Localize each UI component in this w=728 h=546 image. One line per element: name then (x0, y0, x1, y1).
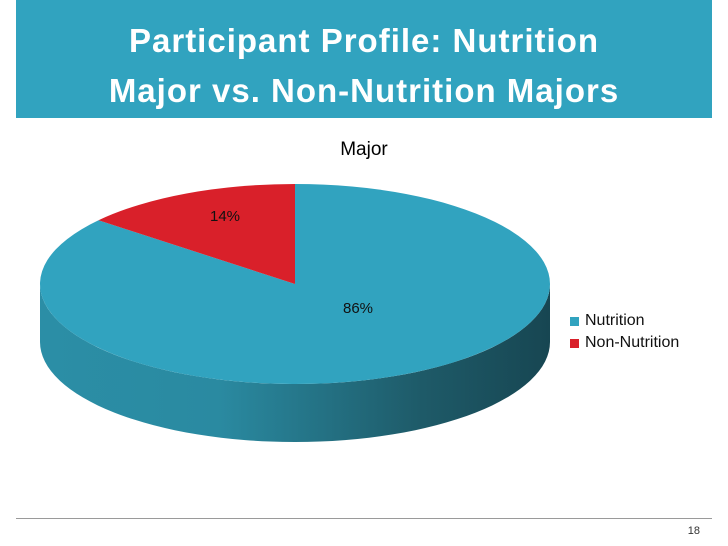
chart-legend: Nutrition Non-Nutrition (570, 310, 679, 354)
slide-title-line-2: Major vs. Non-Nutrition Majors (108, 72, 620, 109)
page-number: 18 (687, 525, 700, 537)
legend-item-nutrition: Nutrition (570, 310, 679, 332)
footer-divider (16, 518, 712, 519)
legend-swatch-nutrition (570, 317, 579, 326)
pie-slice-non-nutrition (98, 184, 295, 284)
pie-side-nutrition (40, 284, 550, 442)
title-bar: Participant Profile: Nutrition Major vs.… (16, 0, 712, 118)
data-label-nutrition: 86% (343, 300, 373, 317)
legend-item-non-nutrition: Non-Nutrition (570, 332, 679, 354)
legend-swatch-non-nutrition (570, 339, 579, 348)
legend-label-nutrition: Nutrition (585, 312, 645, 329)
data-label-non-nutrition: 14% (210, 208, 240, 225)
slide-title-line-1: Participant Profile: Nutrition (128, 22, 600, 59)
legend-label-non-nutrition: Non-Nutrition (585, 334, 680, 351)
chart-title: Major (340, 139, 388, 160)
